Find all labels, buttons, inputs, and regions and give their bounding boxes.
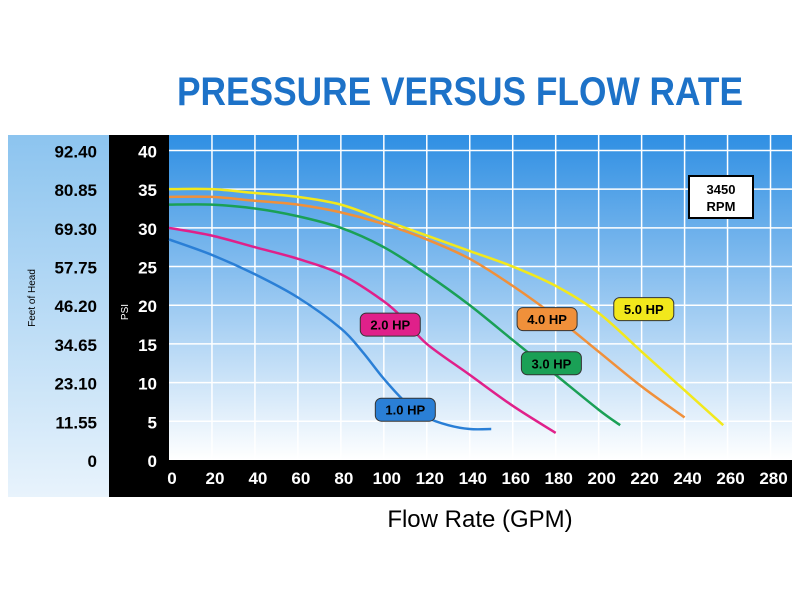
label-box-1-0-hp	[374, 397, 436, 422]
x-axis-panel	[109, 460, 792, 497]
feet-tick-label: 80.85	[54, 181, 97, 200]
psi-tick-label: 35	[138, 181, 157, 200]
feet-tick-labels: 0 11.55 23.10 34.65 46.20 57.75 69.30 80.85 92.4…	[54, 142, 97, 471]
label-1-0-hp: 1.0 HP	[385, 403, 425, 418]
curve-1-0-hp	[168, 238, 492, 431]
x-tick-label: 100	[373, 469, 401, 488]
psi-tick-label: 5	[148, 413, 157, 432]
psi-tick-label: 10	[138, 375, 157, 394]
feet-tick-label: 34.65	[54, 336, 97, 355]
x-tick-label: 160	[502, 469, 530, 488]
rpm-unit: RPM	[707, 199, 736, 214]
x-tick-labels: 0 20 40 60 80 100 120 140 160 180 200 220 240 260 280	[167, 469, 787, 488]
label-box-5-0-hp	[613, 297, 675, 322]
feet-axis-label: Feet of Head	[27, 269, 38, 327]
psi-tick-label: 0	[148, 452, 157, 471]
curve-3-0-hp	[168, 203, 621, 427]
feet-tick-label: 46.20	[54, 297, 97, 316]
label-4-0-hp: 4.0 HP	[527, 312, 567, 327]
psi-tick-label: 20	[138, 297, 157, 316]
x-tick-label: 200	[587, 469, 615, 488]
label-3-0-hp: 3.0 HP	[532, 356, 572, 371]
psi-axis-panel	[109, 135, 169, 497]
x-tick-label: 60	[291, 469, 310, 488]
label-5-0-hp: 5.0 HP	[624, 302, 664, 317]
x-tick-label: 180	[545, 469, 573, 488]
grid-lines	[169, 135, 792, 460]
curve-labels: 1.0 HP 2.0 HP 3.0 HP 4.0 HP 5.0 HP	[359, 297, 675, 422]
psi-tick-labels: 0 5 10 15 20 25 30 35 40	[138, 142, 157, 471]
curve-5-0-hp	[168, 187, 725, 427]
x-tick-label: 280	[759, 469, 787, 488]
x-tick-label: 120	[416, 469, 444, 488]
feet-tick-label: 0	[88, 452, 97, 471]
curve-2-0-hp	[168, 226, 557, 434]
feet-tick-label: 69.30	[54, 220, 97, 239]
label-box-3-0-hp	[520, 351, 582, 376]
psi-tick-label: 15	[138, 336, 157, 355]
feet-tick-label: 92.40	[54, 142, 97, 161]
x-tick-label: 140	[459, 469, 487, 488]
label-box-2-0-hp	[359, 312, 421, 337]
curve-4-0-hp	[168, 195, 686, 419]
x-tick-label: 40	[248, 469, 267, 488]
rpm-value: 3450	[707, 182, 736, 197]
label-2-0-hp: 2.0 HP	[370, 318, 410, 333]
feet-of-head-panel	[8, 135, 109, 497]
psi-axis-label: PSI	[120, 304, 131, 320]
label-box-4-0-hp	[516, 307, 578, 332]
x-tick-label: 260	[716, 469, 744, 488]
x-axis-label: Flow Rate (GPM)	[387, 506, 572, 533]
feet-tick-label: 11.55	[55, 413, 97, 432]
x-tick-label: 80	[334, 469, 353, 488]
x-tick-label: 220	[630, 469, 658, 488]
x-tick-label: 240	[673, 469, 701, 488]
feet-tick-label: 23.10	[54, 375, 97, 394]
chart-title: PRESSURE VERSUS FLOW RATE	[177, 70, 743, 114]
rpm-box: 3450 RPM	[688, 175, 754, 219]
x-tick-label: 0	[167, 469, 176, 488]
x-tick-label: 20	[206, 469, 225, 488]
feet-tick-label: 57.75	[54, 259, 97, 278]
psi-tick-label: 25	[138, 259, 157, 278]
psi-tick-label: 30	[138, 220, 157, 239]
pump-curves	[168, 187, 725, 434]
psi-tick-label: 40	[138, 142, 157, 161]
